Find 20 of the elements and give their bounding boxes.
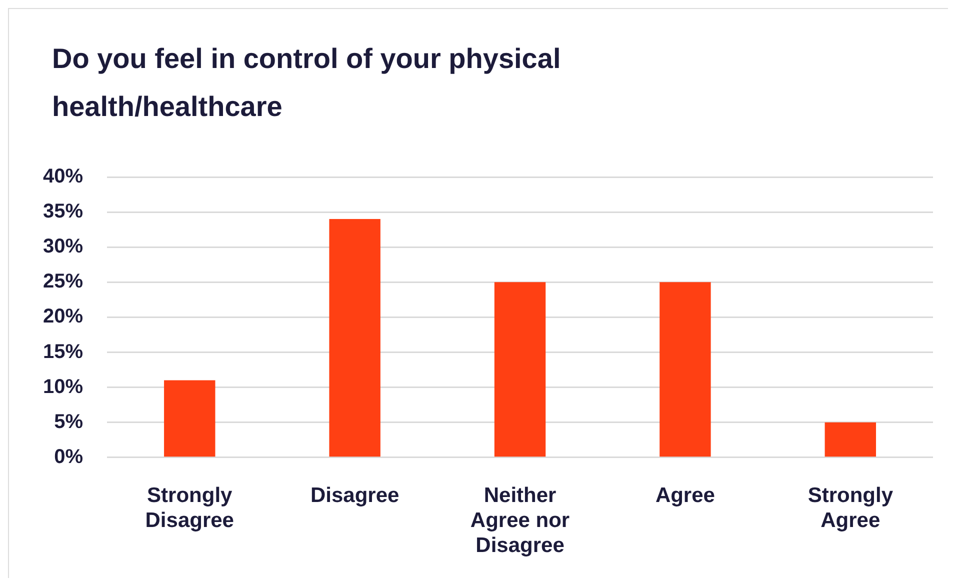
y-tick-label: 15% [43,340,84,363]
bar [164,380,216,457]
bar [660,282,711,457]
y-tick-label: 5% [54,410,84,433]
y-tick-label: 20% [43,306,84,328]
y-tick-label: 0% [54,446,84,468]
y-tick-label: 25% [43,270,84,293]
chart-title: Do you feel in control of your physical health/healthcare [52,42,562,124]
y-tick-label: 30% [43,236,84,258]
x-tick-label: Strongly Agree [808,484,894,532]
bar [329,219,380,457]
y-tick-label: 10% [43,376,84,398]
x-tick-label: Disagree [310,484,400,507]
y-tick-label: 40% [43,166,84,188]
x-tick-label: Agree [655,484,715,507]
x-tick-label: Strongly Disagree [145,484,234,532]
bar [494,282,546,457]
x-tick-label: Neither Agree nor Disagree [470,484,570,558]
y-tick-label: 35% [43,200,84,223]
bar [824,422,876,457]
